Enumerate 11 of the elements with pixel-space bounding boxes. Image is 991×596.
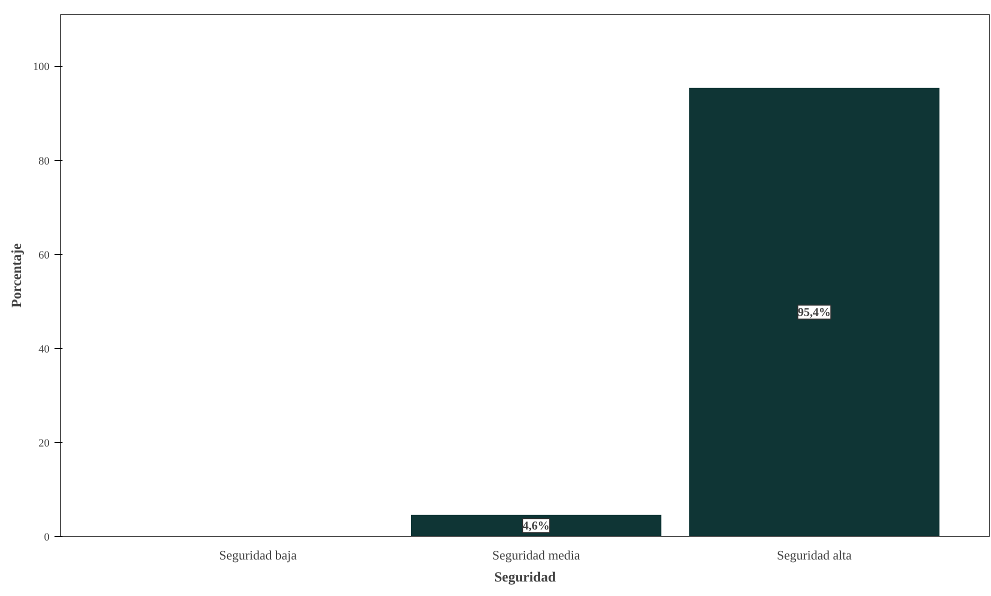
y-tick-label: 40 xyxy=(38,343,50,356)
x-tick-label: Seguridad alta xyxy=(776,548,852,562)
y-axis-title: Porcentaje xyxy=(10,243,25,308)
y-tick-label: 80 xyxy=(38,155,50,168)
y-tick-label: 100 xyxy=(33,61,50,74)
x-tick-label: Seguridad baja xyxy=(219,548,298,562)
x-tick-label: Seguridad media xyxy=(492,548,580,562)
y-tick-label: 60 xyxy=(38,249,50,262)
x-axis-title: Seguridad xyxy=(494,570,556,586)
y-tick-label: 20 xyxy=(38,437,50,450)
y-tick-label: 0 xyxy=(44,532,50,544)
